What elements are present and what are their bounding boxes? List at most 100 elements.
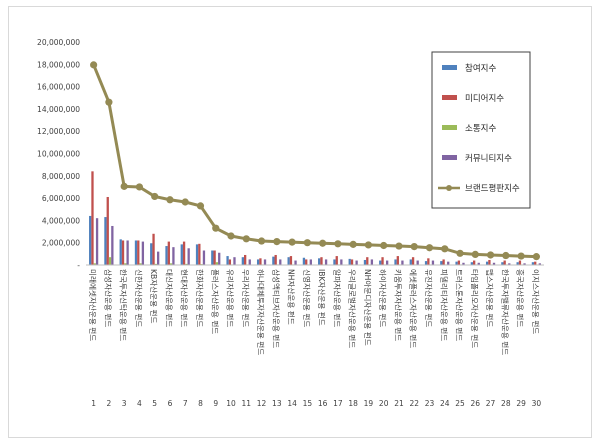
bar [518, 260, 522, 265]
x-tick-label: 17 [333, 399, 343, 408]
line-point [441, 245, 449, 253]
line-point [502, 251, 510, 260]
x-category-name: 하나대체투자자산운용 펀드 [256, 269, 266, 355]
bar [150, 243, 153, 265]
bar [427, 258, 430, 265]
x-category-name: 우리자산운용 펀드 [241, 269, 251, 327]
bar [157, 251, 160, 265]
bar [226, 256, 229, 265]
bar [492, 262, 496, 265]
x-tick-label: 25 [455, 399, 465, 408]
bar [263, 259, 267, 265]
x-tick-label: 15 [303, 399, 313, 408]
bar [182, 241, 186, 265]
bar [457, 260, 461, 265]
bar [501, 262, 504, 265]
y-tick-label: 8,000,000 [42, 172, 80, 181]
bar [516, 262, 519, 265]
legend-swatch [442, 95, 457, 100]
bar [396, 256, 399, 265]
bar [447, 261, 450, 265]
line-point [425, 244, 434, 252]
x-tick-label: 2 [107, 399, 112, 408]
bar [379, 260, 382, 265]
line-point [334, 240, 342, 248]
bar [523, 263, 526, 265]
legend-swatch [442, 125, 457, 130]
bar [152, 233, 155, 265]
bar [302, 257, 306, 265]
x-category-name: 흥국자산운용 펀드 [516, 269, 526, 327]
line-point [532, 253, 540, 261]
x-tick-label: 22 [409, 399, 419, 408]
line-point [227, 232, 235, 240]
line-point [257, 237, 266, 245]
line-point [319, 239, 327, 247]
x-category-name: 한국투자신탁운용 펀드 [119, 269, 129, 341]
line-point [120, 182, 128, 190]
line-point [151, 192, 159, 201]
bar [440, 261, 443, 265]
x-tick-label: 29 [516, 399, 526, 408]
chart-frame [8, 6, 592, 438]
bar [172, 247, 175, 265]
y-tick-label: 4,000,000 [42, 216, 80, 225]
bar [198, 243, 201, 265]
bar [93, 263, 96, 265]
bar [538, 263, 541, 265]
bar [89, 215, 92, 265]
legend-label: 브랜드평판지수 [465, 183, 520, 194]
x-category-name: 삼성액티브자산운용 펀드 [271, 269, 281, 348]
line-point [456, 249, 464, 257]
bar [531, 262, 535, 265]
x-tick-label: 6 [168, 399, 173, 408]
x-tick-label: 12 [257, 399, 267, 408]
x-category-name: 현대자산운용 펀드 [180, 269, 190, 327]
bar [187, 248, 190, 265]
x-tick-label: 11 [242, 399, 252, 408]
x-category-name: 플러스자산운용 펀드 [210, 269, 220, 334]
bar [108, 257, 112, 265]
bar [340, 259, 343, 265]
bar [411, 257, 415, 265]
x-tick-label: 3 [122, 399, 127, 408]
x-category-name: 이지스자산운용 펀드 [531, 269, 541, 334]
x-tick-label: 19 [364, 399, 374, 408]
line-series [90, 61, 540, 261]
bar [137, 240, 140, 265]
x-category-name: 유진자산운용 펀드 [424, 269, 434, 327]
bar [244, 254, 247, 265]
x-tick-label: 30 [532, 399, 542, 408]
bar [355, 260, 358, 265]
x-category-name: 신한자산운용 펀드 [134, 269, 144, 327]
x-category-name: 피델리티자산운용 펀드 [439, 269, 449, 341]
x-category-name: NH자산운용 펀드 [287, 269, 297, 325]
line-point [410, 243, 418, 251]
line-point [135, 183, 144, 191]
bar [431, 260, 435, 265]
legend-swatch [442, 65, 457, 70]
x-tick-label: 23 [425, 399, 435, 408]
bar [91, 171, 94, 265]
line-point [105, 98, 113, 106]
x-tick-label: 21 [394, 399, 404, 408]
x-category-name: IBK자산운용 펀드 [317, 269, 327, 326]
bar [305, 259, 308, 265]
line-point [395, 242, 403, 250]
bar [294, 260, 297, 265]
bar [228, 259, 232, 265]
x-category-name: 유리자산운용 펀드 [226, 269, 236, 327]
legend-swatch-marker [446, 185, 452, 191]
line-point [90, 61, 98, 69]
line-point [196, 202, 205, 210]
y-tick-label: 2,000,000 [42, 239, 80, 248]
legend-label: 참여지수 [465, 63, 496, 74]
x-tick-label: 7 [183, 399, 188, 408]
bar [488, 259, 491, 265]
x-category-name: NH아문디자산운용 펀드 [363, 269, 373, 346]
y-tick-label: 16,000,000 [37, 83, 80, 92]
bar [185, 263, 188, 265]
y-tick-label: 14,000,000 [37, 105, 80, 114]
bar [211, 250, 214, 265]
